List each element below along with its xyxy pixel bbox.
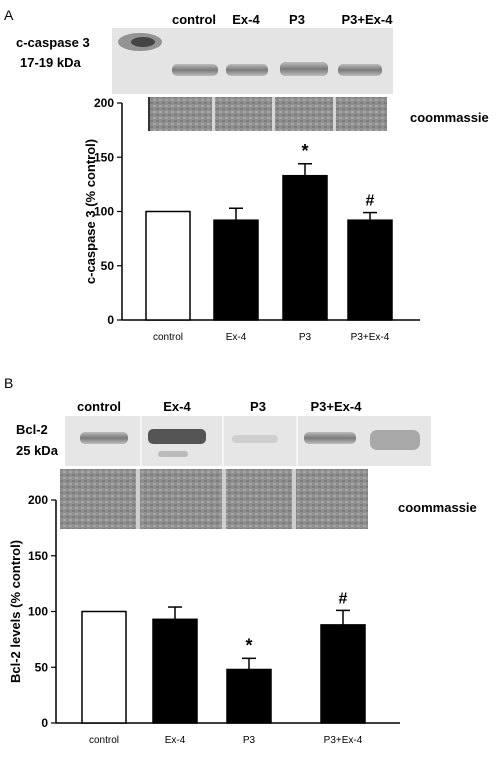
bar [226,668,272,724]
panel-a-lane-label: control [172,12,216,27]
x-tick-label: P3 [299,332,312,343]
bar [81,610,127,724]
y-tick-label: 150 [28,549,48,563]
y-tick-label: 150 [94,150,114,164]
bar [145,210,191,321]
panel-a-lane-label: Ex-4 [232,12,260,27]
x-tick-label: P3 [243,735,256,746]
y-axis-label: Bcl-2 levels (% control) [8,540,23,683]
significance-marker: # [366,193,375,210]
panel-b-lane-label: Ex-4 [163,399,191,414]
panel-a-letter: A [4,7,14,23]
x-tick-label: Ex-4 [165,735,186,746]
chart-a: 0 50 100 150 200 c-caspase 3 (% control) contr… [83,96,420,343]
panel-a: A control Ex-4 P3 P3+Ex-4 c-caspase 3 17… [4,7,489,343]
panel-b-coommassie-strip [60,469,368,529]
panel-b-protein-label: Bcl-2 [16,422,48,437]
x-tick-label: P3+Ex-4 [324,735,363,746]
y-tick-label: 0 [107,313,114,327]
bar [320,624,366,724]
y-tick-label: 200 [94,96,114,110]
x-tick-label: control [153,332,183,343]
panel-b: B control Ex-4 P3 P3+Ex-4 Bcl-2 25 kDa c… [4,375,477,746]
significance-marker: * [245,635,252,655]
y-tick-label: 50 [35,660,49,674]
bar [152,618,198,724]
significance-marker: * [301,141,308,161]
bar [213,219,259,321]
panel-b-western-blot [65,416,431,466]
y-tick-label: 0 [41,716,48,730]
panel-a-coommassie-label: coommassie [410,110,489,125]
significance-marker: # [339,590,348,607]
y-tick-label: 100 [94,205,114,219]
bar [347,219,393,321]
panel-b-weight-label: 25 kDa [16,443,59,458]
x-tick-label: P3+Ex-4 [351,332,390,343]
panel-a-coommassie-strip [148,97,387,131]
panel-b-lane-label: P3+Ex-4 [311,399,363,414]
y-axis-label: c-caspase 3 (% control) [83,139,98,284]
chart-b: 0 50 100 150 200 Bcl-2 levels (% control) cont… [8,493,400,746]
panel-a-western-blot [112,28,393,94]
panel-b-letter: B [4,375,13,391]
x-tick-label: control [89,735,119,746]
y-tick-label: 200 [28,493,48,507]
panel-b-lane-label: P3 [250,399,266,414]
panel-a-lane-label: P3 [289,12,305,27]
panel-b-coommassie-label: coommassie [398,500,477,515]
y-tick-label: 50 [101,259,115,273]
bar [282,174,328,321]
y-tick-label: 100 [28,605,48,619]
panel-a-protein-label: c-caspase 3 [16,35,90,50]
x-tick-label: Ex-4 [226,332,247,343]
panel-b-lane-label: control [77,399,121,414]
panel-a-weight-label: 17-19 kDa [20,55,81,70]
panel-a-lane-label: P3+Ex-4 [342,12,394,27]
